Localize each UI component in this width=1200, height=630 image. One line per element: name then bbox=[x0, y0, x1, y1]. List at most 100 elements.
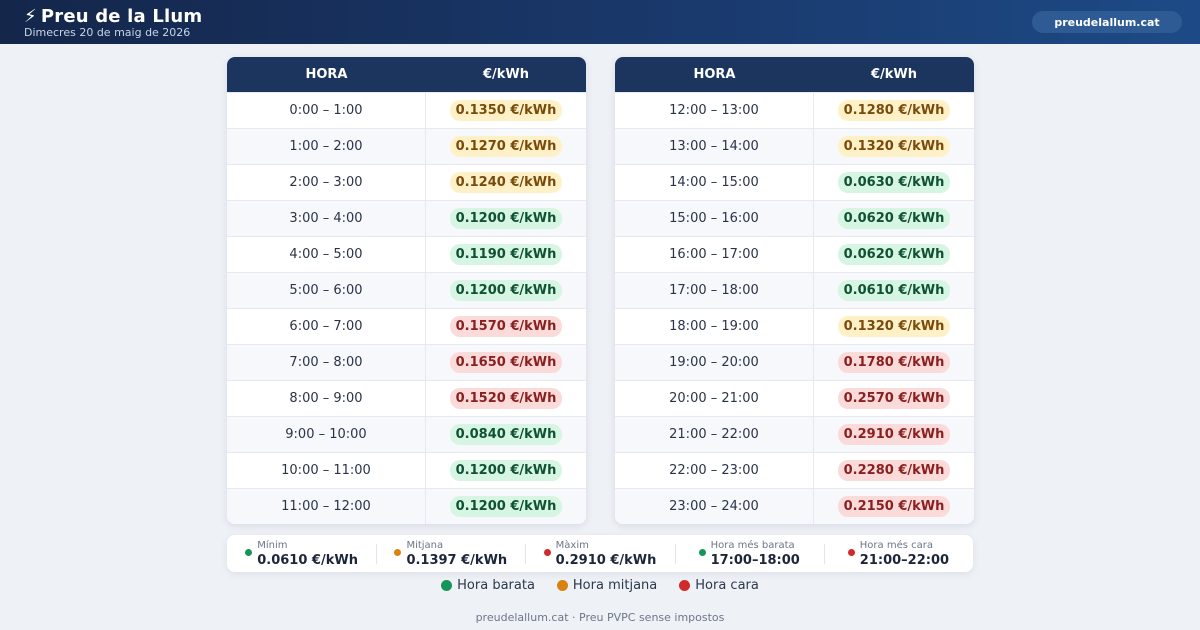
hour-cell: 8:00 – 9:00 bbox=[227, 381, 426, 416]
table-row: 13:00 – 14:00 0.1320 €/kWh bbox=[615, 128, 974, 164]
price-cell: 0.0630 €/kWh bbox=[814, 165, 974, 200]
price-badge-mid: 0.1350 €/kWh bbox=[449, 100, 563, 121]
stat-item: Mínim 0.0610 €/kWh bbox=[227, 535, 376, 572]
hour-cell: 20:00 – 21:00 bbox=[615, 381, 814, 416]
stat-item: Màxim 0.2910 €/kWh bbox=[525, 535, 674, 572]
stat-value: 0.2910 €/kWh bbox=[555, 553, 657, 568]
price-cell: 0.1570 €/kWh bbox=[426, 309, 586, 344]
price-badge-high: 0.1780 €/kWh bbox=[837, 352, 951, 373]
price-cell: 0.2280 €/kWh bbox=[814, 453, 974, 488]
price-cell: 0.1280 €/kWh bbox=[814, 93, 974, 128]
price-badge-low: 0.0620 €/kWh bbox=[837, 244, 951, 265]
stat-item: Hora més cara 21:00–22:00 bbox=[823, 535, 973, 572]
legend-dot-icon bbox=[441, 580, 453, 591]
price-cell: 0.1520 €/kWh bbox=[426, 381, 586, 416]
table-row: 3:00 – 4:00 0.1200 €/kWh bbox=[227, 200, 586, 236]
table-row: 1:00 – 2:00 0.1270 €/kWh bbox=[227, 128, 586, 164]
price-badge-low: 0.1200 €/kWh bbox=[449, 460, 563, 481]
legend-item: Hora mitjana bbox=[556, 578, 658, 593]
price-badge-low: 0.1200 €/kWh bbox=[449, 496, 563, 517]
table-row: 22:00 – 23:00 0.2280 €/kWh bbox=[615, 452, 974, 488]
legend-label: Hora mitjana bbox=[572, 578, 658, 593]
hour-cell: 9:00 – 10:00 bbox=[227, 417, 426, 452]
table-row: 9:00 – 10:00 0.0840 €/kWh bbox=[227, 416, 586, 452]
hour-cell: 1:00 – 2:00 bbox=[227, 129, 426, 164]
table-body: 0:00 – 1:00 0.1350 €/kWh 1:00 – 2:00 0.1270… bbox=[227, 92, 586, 524]
table-row: 15:00 – 16:00 0.0620 €/kWh bbox=[615, 200, 974, 236]
price-badge-high: 0.2280 €/kWh bbox=[837, 460, 951, 481]
page-title-text: Preu de la Llum bbox=[40, 6, 203, 27]
price-badge-mid: 0.1320 €/kWh bbox=[837, 316, 951, 337]
price-badge-high: 0.1570 €/kWh bbox=[449, 316, 563, 337]
table-row: 5:00 – 6:00 0.1200 €/kWh bbox=[227, 272, 586, 308]
price-badge-high: 0.1520 €/kWh bbox=[449, 388, 563, 409]
stat-value: 0.1397 €/kWh bbox=[406, 553, 508, 568]
price-badge-mid: 0.1240 €/kWh bbox=[449, 172, 563, 193]
price-badge-low: 0.0840 €/kWh bbox=[449, 424, 563, 445]
hour-cell: 23:00 – 24:00 bbox=[615, 489, 814, 524]
stat-dot-icon bbox=[847, 549, 855, 556]
price-badge-high: 0.2150 €/kWh bbox=[837, 496, 951, 517]
bolt-icon: ⚡ bbox=[24, 6, 37, 27]
table-row: 17:00 – 18:00 0.0610 €/kWh bbox=[615, 272, 974, 308]
price-cell: 0.2570 €/kWh bbox=[814, 381, 974, 416]
table-row: 8:00 – 9:00 0.1520 €/kWh bbox=[227, 380, 586, 416]
hour-cell: 0:00 – 1:00 bbox=[227, 93, 426, 128]
color-legend: Hora barata Hora mitjana Hora cara bbox=[0, 578, 1200, 593]
hour-cell: 5:00 – 6:00 bbox=[227, 273, 426, 308]
stat-label: Màxim bbox=[555, 540, 589, 551]
hour-cell: 3:00 – 4:00 bbox=[227, 201, 426, 236]
price-badge-low: 0.0630 €/kWh bbox=[837, 172, 951, 193]
hour-cell: 14:00 – 15:00 bbox=[615, 165, 814, 200]
legend-dot-icon bbox=[679, 580, 691, 591]
table-body: 12:00 – 13:00 0.1280 €/kWh 13:00 – 14:00 0.… bbox=[615, 92, 974, 524]
legend-label: Hora barata bbox=[457, 578, 535, 593]
stat-text: Mínim 0.0610 €/kWh bbox=[257, 540, 358, 569]
table-row: 4:00 – 5:00 0.1190 €/kWh bbox=[227, 236, 586, 272]
site-link-button[interactable]: preudelallum.cat bbox=[1032, 11, 1182, 33]
legend-dot-icon bbox=[556, 580, 568, 591]
price-cell: 0.1200 €/kWh bbox=[426, 273, 586, 308]
stat-value: 0.0610 €/kWh bbox=[257, 553, 358, 568]
stat-text: Màxim 0.2910 €/kWh bbox=[556, 540, 657, 569]
price-cell: 0.1320 €/kWh bbox=[814, 129, 974, 164]
hour-cell: 15:00 – 16:00 bbox=[615, 201, 814, 236]
table-row: 12:00 – 13:00 0.1280 €/kWh bbox=[615, 92, 974, 128]
table-row: 10:00 – 11:00 0.1200 €/kWh bbox=[227, 452, 586, 488]
stat-item: Mitjana 0.1397 €/kWh bbox=[376, 535, 525, 572]
hour-cell: 11:00 – 12:00 bbox=[227, 489, 426, 524]
price-cell: 0.1350 €/kWh bbox=[426, 93, 586, 128]
price-cell: 0.0610 €/kWh bbox=[814, 273, 974, 308]
price-badge-mid: 0.1280 €/kWh bbox=[837, 100, 951, 121]
price-table-morning: HORA €/kWh 0:00 – 1:00 0.1350 €/kWh 1:00 –… bbox=[227, 57, 586, 524]
table-row: 20:00 – 21:00 0.2570 €/kWh bbox=[615, 380, 974, 416]
price-cell: 0.1240 €/kWh bbox=[426, 165, 586, 200]
table-row: 19:00 – 20:00 0.1780 €/kWh bbox=[615, 344, 974, 380]
hour-cell: 19:00 – 20:00 bbox=[615, 345, 814, 380]
column-header-hour: HORA bbox=[693, 67, 736, 82]
stat-dot-icon bbox=[245, 549, 253, 556]
price-badge-high: 0.1650 €/kWh bbox=[449, 352, 563, 373]
stat-value: 17:00–18:00 bbox=[710, 553, 800, 568]
table-row: 6:00 – 7:00 0.1570 €/kWh bbox=[227, 308, 586, 344]
stat-text: Hora més barata 17:00–18:00 bbox=[711, 540, 800, 569]
table-header: HORA €/kWh bbox=[227, 57, 586, 92]
stat-text: Mitjana 0.1397 €/kWh bbox=[406, 540, 507, 569]
table-row: 16:00 – 17:00 0.0620 €/kWh bbox=[615, 236, 974, 272]
price-cell: 0.2910 €/kWh bbox=[814, 417, 974, 452]
price-cell: 0.1200 €/kWh bbox=[426, 201, 586, 236]
hour-cell: 6:00 – 7:00 bbox=[227, 309, 426, 344]
summary-stats-bar: Mínim 0.0610 €/kWh Mitjana 0.1397 €/kWh Màxi… bbox=[227, 535, 973, 572]
table-row: 23:00 – 24:00 0.2150 €/kWh bbox=[615, 488, 974, 524]
table-row: 21:00 – 22:00 0.2910 €/kWh bbox=[615, 416, 974, 452]
price-cell: 0.2150 €/kWh bbox=[814, 489, 974, 524]
column-header-price: €/kWh bbox=[870, 67, 918, 82]
stat-value: 21:00–22:00 bbox=[859, 553, 950, 568]
stat-label: Mínim bbox=[257, 540, 288, 551]
stat-text: Hora més cara 21:00–22:00 bbox=[860, 540, 949, 569]
hour-cell: 18:00 – 19:00 bbox=[615, 309, 814, 344]
hour-cell: 17:00 – 18:00 bbox=[615, 273, 814, 308]
hour-cell: 10:00 – 11:00 bbox=[227, 453, 426, 488]
price-cell: 0.1200 €/kWh bbox=[426, 489, 586, 524]
column-header-hour: HORA bbox=[305, 67, 348, 82]
